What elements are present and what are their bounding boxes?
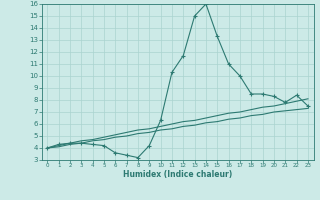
X-axis label: Humidex (Indice chaleur): Humidex (Indice chaleur): [123, 170, 232, 179]
